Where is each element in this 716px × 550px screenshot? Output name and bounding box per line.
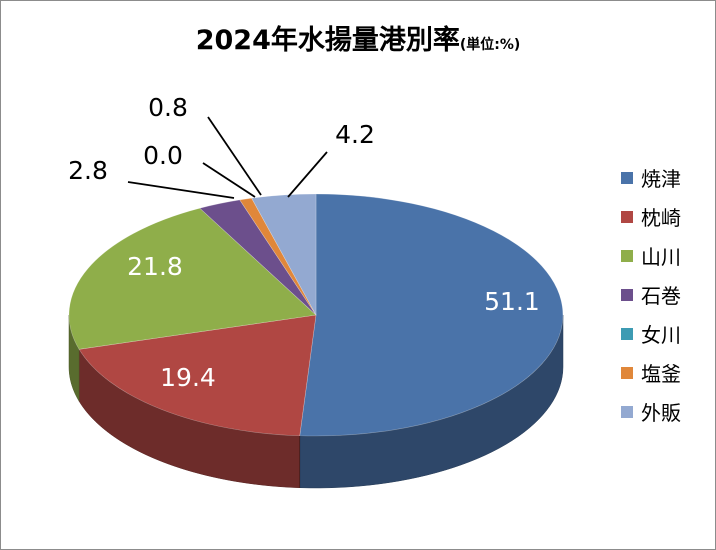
legend-label-shiogama: 塩釜 <box>641 362 681 386</box>
legend-swatch-makurazaki <box>621 210 633 223</box>
data-label-yamakawa: 21.8 <box>127 252 183 281</box>
legend-item-yaizu: 焼津 <box>621 158 681 197</box>
legend-swatch-yaizu <box>621 171 633 184</box>
legend-label-yamakawa: 山川 <box>641 245 681 269</box>
legend-item-makurazaki: 枕崎 <box>621 197 681 236</box>
pie-slices <box>68 193 564 437</box>
legend-swatch-gaihan <box>621 405 633 418</box>
legend-swatch-shiogama <box>621 366 633 379</box>
leader-line-gaihan <box>287 151 328 198</box>
legend-label-makurazaki: 枕崎 <box>641 206 681 230</box>
leader-line-shiogama <box>207 116 262 196</box>
legend-swatch-onagawa <box>621 327 633 340</box>
pie-slice-makurazaki <box>78 314 317 437</box>
legend-item-gaihan: 外販 <box>621 392 681 431</box>
data-label-gaihan: 4.2 <box>335 120 375 149</box>
pie-slice-shiogama <box>239 197 317 316</box>
legend-label-gaihan: 外販 <box>641 401 681 425</box>
pie-slice-yamakawa <box>68 207 317 350</box>
legend-swatch-yamakawa <box>621 249 633 262</box>
legend-item-onagawa: 女川 <box>621 314 681 353</box>
chart-title: 2024年水揚量港別率 <box>195 25 460 56</box>
pie-slice-yaizu <box>299 193 564 437</box>
leader-line-ishinomaki <box>127 181 235 199</box>
leader-line-onagawa <box>202 162 256 198</box>
data-labels: 51.1 19.4 21.8 2.8 0.0 0.8 4.2 <box>68 93 540 392</box>
data-label-makurazaki: 19.4 <box>160 363 216 392</box>
data-label-ishinomaki: 2.8 <box>68 156 108 185</box>
pie-slice-ishinomaki <box>199 199 317 316</box>
data-label-yaizu: 51.1 <box>484 287 540 316</box>
data-label-shiogama: 0.8 <box>148 93 188 122</box>
legend-swatch-ishinomaki <box>621 288 633 301</box>
pie-slice-gaihan <box>251 193 317 316</box>
chart-title-block: 2024年水揚量港別率(単位:%) <box>0 18 716 57</box>
legend-label-ishinomaki: 石巻 <box>641 284 681 308</box>
leader-lines <box>127 116 328 199</box>
legend-item-yamakawa: 山川 <box>621 236 681 275</box>
legend-label-yaizu: 焼津 <box>641 167 681 191</box>
legend: 焼津枕崎山川石巻女川塩釜外販 <box>621 158 681 431</box>
data-label-onagawa: 0.0 <box>143 141 183 170</box>
legend-item-ishinomaki: 石巻 <box>621 275 681 314</box>
legend-item-shiogama: 塩釜 <box>621 353 681 392</box>
chart-unit-label: (単位:%) <box>459 37 521 53</box>
legend-label-onagawa: 女川 <box>641 323 681 347</box>
